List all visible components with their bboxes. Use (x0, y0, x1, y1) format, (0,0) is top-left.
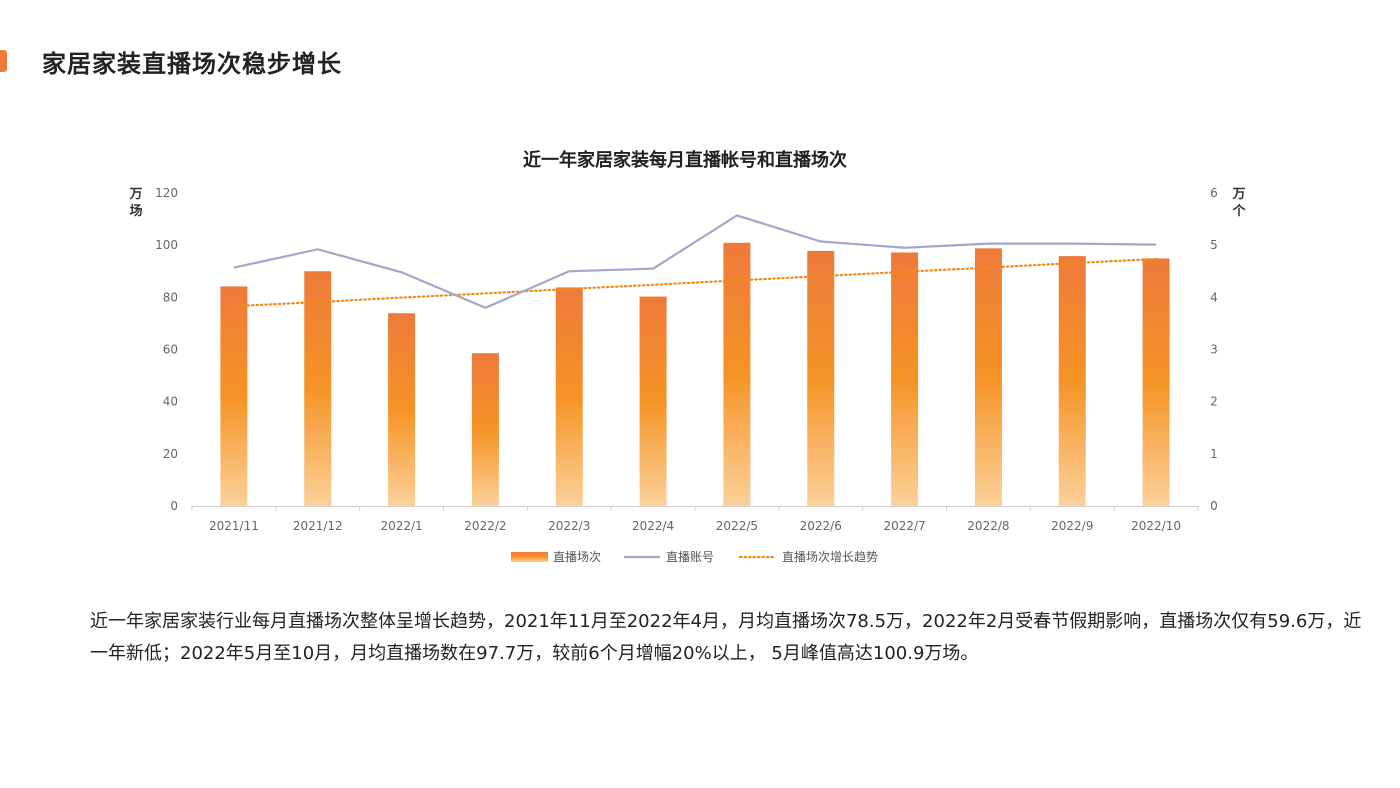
legend-bar-swatch (511, 552, 548, 562)
lines-layer (232, 214, 1158, 309)
chart-title: 近一年家居家装每月直播帐号和直播场次 (523, 150, 847, 171)
bar-2022/6 (807, 250, 835, 506)
x-tick-label: 2021/11 (209, 519, 259, 533)
combo-chart: 2021/11 2021/12 2022/1 2022/2 2022/3 2022/4 20… (128, 186, 1246, 564)
y-right-tick-label: 4 (1210, 290, 1218, 304)
y-right-unit-label: 万 (1231, 187, 1245, 202)
y-right-tick-label: 0 (1210, 499, 1218, 513)
bar-2022/7 (891, 252, 919, 506)
x-tick-label: 2022/9 (1051, 519, 1093, 533)
x-tick-label: 2022/6 (800, 519, 842, 533)
x-tick-label: 2022/5 (716, 519, 758, 533)
legend-line-label: 直播账号 (666, 550, 714, 564)
bar-2022/10 (1142, 258, 1170, 506)
y-right-tick-label: 2 (1210, 395, 1218, 409)
legend-bar-label: 直播场次 (553, 550, 601, 564)
y-left-unit-label: 场 (129, 204, 142, 219)
trend-line (232, 257, 1158, 308)
y-left-tick-label: 120 (155, 186, 178, 200)
y-right-unit-label: 个 (1231, 203, 1246, 219)
legend-layer: 直播场次 直播账号 直播场次增长趋势 (511, 550, 878, 564)
y-right-tick-label: 5 (1210, 238, 1218, 252)
title-accent-bar (0, 50, 7, 72)
y-right-tick-label: 6 (1210, 186, 1218, 200)
y-left-tick-label: 40 (163, 395, 178, 409)
accounts-line (233, 214, 1157, 309)
bar-2022/5 (723, 242, 751, 507)
x-tick-label: 2022/4 (632, 519, 674, 533)
page-title: 家居家装直播场次稳步增长 (42, 50, 342, 78)
y-left-tick-label: 100 (155, 238, 178, 252)
y-right-tick-label: 1 (1210, 447, 1218, 461)
bar-2022/4 (639, 296, 667, 506)
axes-layer: 2021/11 2021/12 2022/1 2022/2 2022/3 2022/4 20… (128, 186, 1246, 533)
y-left-unit-label: 万 (128, 187, 142, 202)
y-left-tick-label: 0 (170, 499, 178, 513)
x-tick-label: 2021/12 (293, 519, 343, 533)
bar-2022/1 (388, 313, 416, 506)
y-left-tick-label: 60 (163, 343, 178, 357)
x-tick-label: 2022/2 (464, 519, 506, 533)
x-tick-label: 2022/1 (380, 519, 422, 533)
bar-2022/8 (974, 248, 1002, 506)
y-left-tick-label: 80 (163, 290, 178, 304)
bars-layer (220, 242, 1170, 507)
bar-2022/9 (1058, 256, 1086, 506)
bar-2022/3 (555, 287, 583, 506)
legend-trend-label: 直播场次增长趋势 (782, 550, 878, 564)
y-left-tick-label: 20 (163, 447, 178, 461)
x-tick-label: 2022/8 (967, 519, 1009, 533)
x-tick-label: 2022/7 (883, 519, 925, 533)
description-text: 近一年家居家装行业每月直播场次整体呈增长趋势，2021年11月至2022年4月，… (90, 611, 1362, 664)
bar-2021/11 (220, 286, 248, 506)
x-tick-label: 2022/3 (548, 519, 590, 533)
x-tick-label: 2022/10 (1131, 519, 1181, 533)
y-right-tick-label: 3 (1210, 343, 1218, 357)
bar-2021/12 (304, 271, 332, 506)
bar-2022/2 (471, 353, 499, 506)
